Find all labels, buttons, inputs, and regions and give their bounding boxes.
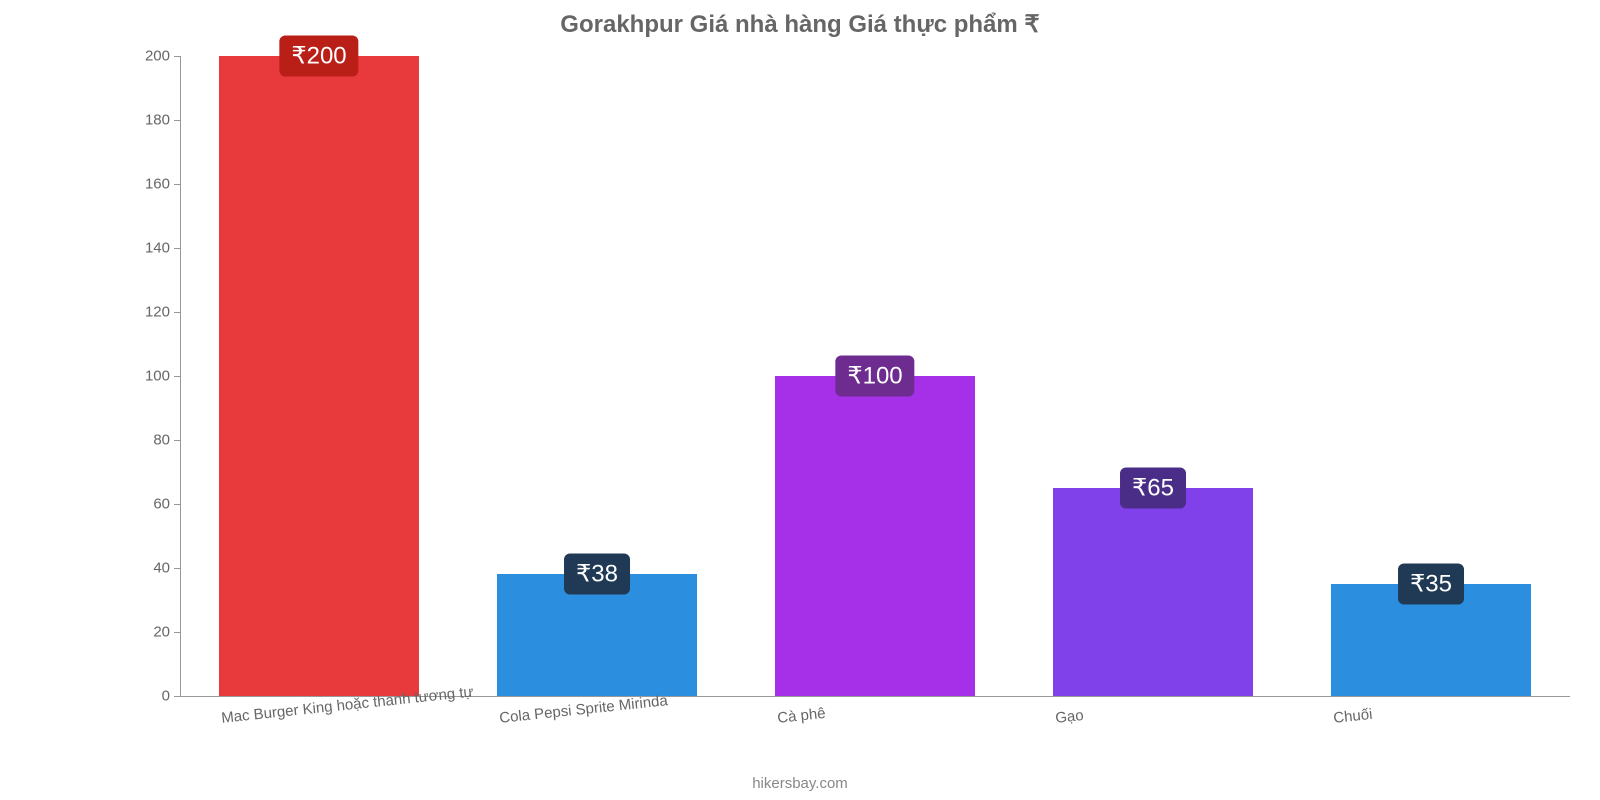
x-tick-label: Gạo	[1053, 693, 1084, 727]
y-tick-mark	[174, 632, 180, 633]
x-tick-label: Cà phê	[775, 691, 826, 727]
y-tick-mark	[174, 376, 180, 377]
y-axis-line	[180, 56, 181, 696]
y-tick-mark	[174, 248, 180, 249]
y-tick-mark	[174, 184, 180, 185]
bar-value-label: ₹35	[1398, 564, 1464, 605]
bar-value-label: ₹100	[835, 356, 914, 397]
y-tick-mark	[174, 696, 180, 697]
y-tick-mark	[174, 504, 180, 505]
bar	[1053, 488, 1253, 696]
y-tick-mark	[174, 120, 180, 121]
bar-value-label: ₹38	[564, 554, 630, 595]
chart-container: Gorakhpur Giá nhà hàng Giá thực phẩm ₹ 0…	[0, 0, 1600, 800]
y-tick-mark	[174, 312, 180, 313]
y-tick-mark	[174, 440, 180, 441]
plot-area: 020406080100120140160180200₹200Mac Burge…	[180, 56, 1570, 696]
bar	[775, 376, 975, 696]
bar-value-label: ₹200	[279, 36, 358, 77]
chart-footer: hikersbay.com	[0, 775, 1600, 792]
y-tick-mark	[174, 56, 180, 57]
bar	[219, 56, 419, 696]
bar-value-label: ₹65	[1120, 468, 1186, 509]
y-tick-mark	[174, 568, 180, 569]
chart-title: Gorakhpur Giá nhà hàng Giá thực phẩm ₹	[0, 10, 1600, 39]
x-tick-label: Chuối	[1331, 692, 1373, 727]
